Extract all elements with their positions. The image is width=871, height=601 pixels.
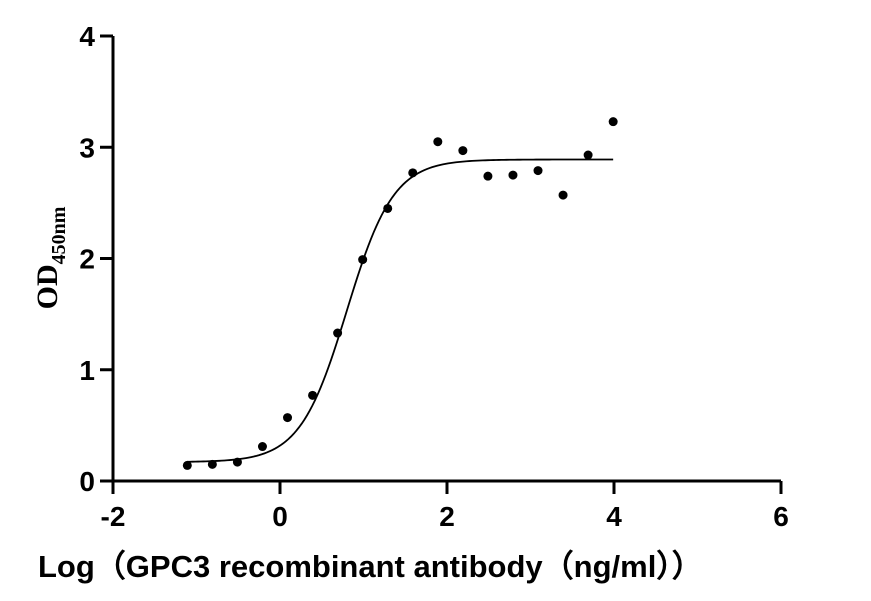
x-axis-title: Log（GPC3 recombinant antibody（ng/ml）） <box>38 549 703 584</box>
data-point <box>232 457 242 467</box>
y-tick-label: 3 <box>79 132 95 163</box>
data-point <box>533 166 543 176</box>
y-tick-label: 2 <box>79 244 95 275</box>
y-tick-label: 0 <box>79 466 95 497</box>
data-point <box>408 168 418 178</box>
y-axis-title-subscript: 450nm <box>48 206 70 264</box>
data-point <box>333 328 343 338</box>
data-point <box>483 171 493 181</box>
x-tick-label: 4 <box>606 501 622 532</box>
x-tick-label: 0 <box>272 501 288 532</box>
data-point <box>508 170 518 180</box>
y-axis-title: OD450nm <box>31 206 70 309</box>
fit-curve <box>187 158 614 463</box>
y-axis-title-main: OD <box>31 264 64 309</box>
data-point <box>257 442 267 452</box>
x-axis-ticks: -2 0 2 4 6 <box>101 481 789 532</box>
data-point <box>283 413 293 423</box>
data-point <box>383 203 393 213</box>
x-tick-label: 6 <box>773 501 789 532</box>
data-point <box>182 460 192 470</box>
x-tick-label: 2 <box>439 501 455 532</box>
data-point <box>608 117 618 127</box>
x-tick-label: -2 <box>101 501 126 532</box>
data-point <box>458 146 468 156</box>
y-axis-ticks: 0 1 2 3 4 <box>79 21 113 497</box>
data-point <box>433 137 443 147</box>
data-point <box>583 150 593 160</box>
data-point <box>558 190 568 200</box>
y-tick-label: 4 <box>79 21 95 52</box>
data-point <box>358 255 368 265</box>
data-points <box>182 117 618 470</box>
y-tick-label: 1 <box>79 355 95 386</box>
data-point <box>207 459 217 469</box>
data-point <box>308 390 318 400</box>
